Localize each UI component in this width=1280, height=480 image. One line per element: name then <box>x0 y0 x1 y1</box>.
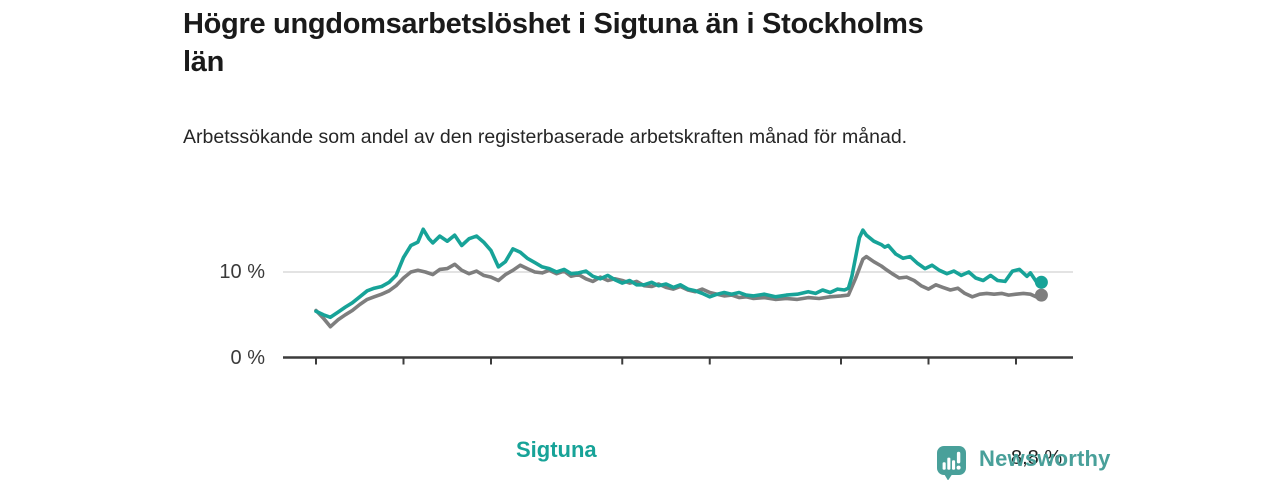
series-line-stockholms-l-n <box>314 254 1044 329</box>
end-dot-stockholms-l-n <box>1034 288 1048 302</box>
newsworthy-brand: Newsworthy <box>936 445 1111 480</box>
line-chart-plot-area: 2008201020122015201720202022202410 %0 % … <box>0 195 1280 469</box>
y-tick-label-0: 0 % <box>230 346 265 369</box>
end-value-label-sigtuna: 8,8 % <box>1011 447 1063 469</box>
chart-subtitle: Arbetssökande som andel av den registerb… <box>183 126 908 148</box>
newsworthy-logo-icon <box>937 446 966 480</box>
series-label-sigtuna: Sigtuna <box>516 437 597 462</box>
brand-name: Newsworthy <box>979 446 1111 471</box>
y-tick-label-10: 10 % <box>219 261 265 283</box>
end-dot-sigtuna <box>1034 275 1048 289</box>
series-line-sigtuna <box>314 227 1044 320</box>
line-chart-svg <box>283 227 1073 365</box>
chart-title: Högre ungdomsarbetslöshet i Sigtuna än i… <box>183 8 924 78</box>
